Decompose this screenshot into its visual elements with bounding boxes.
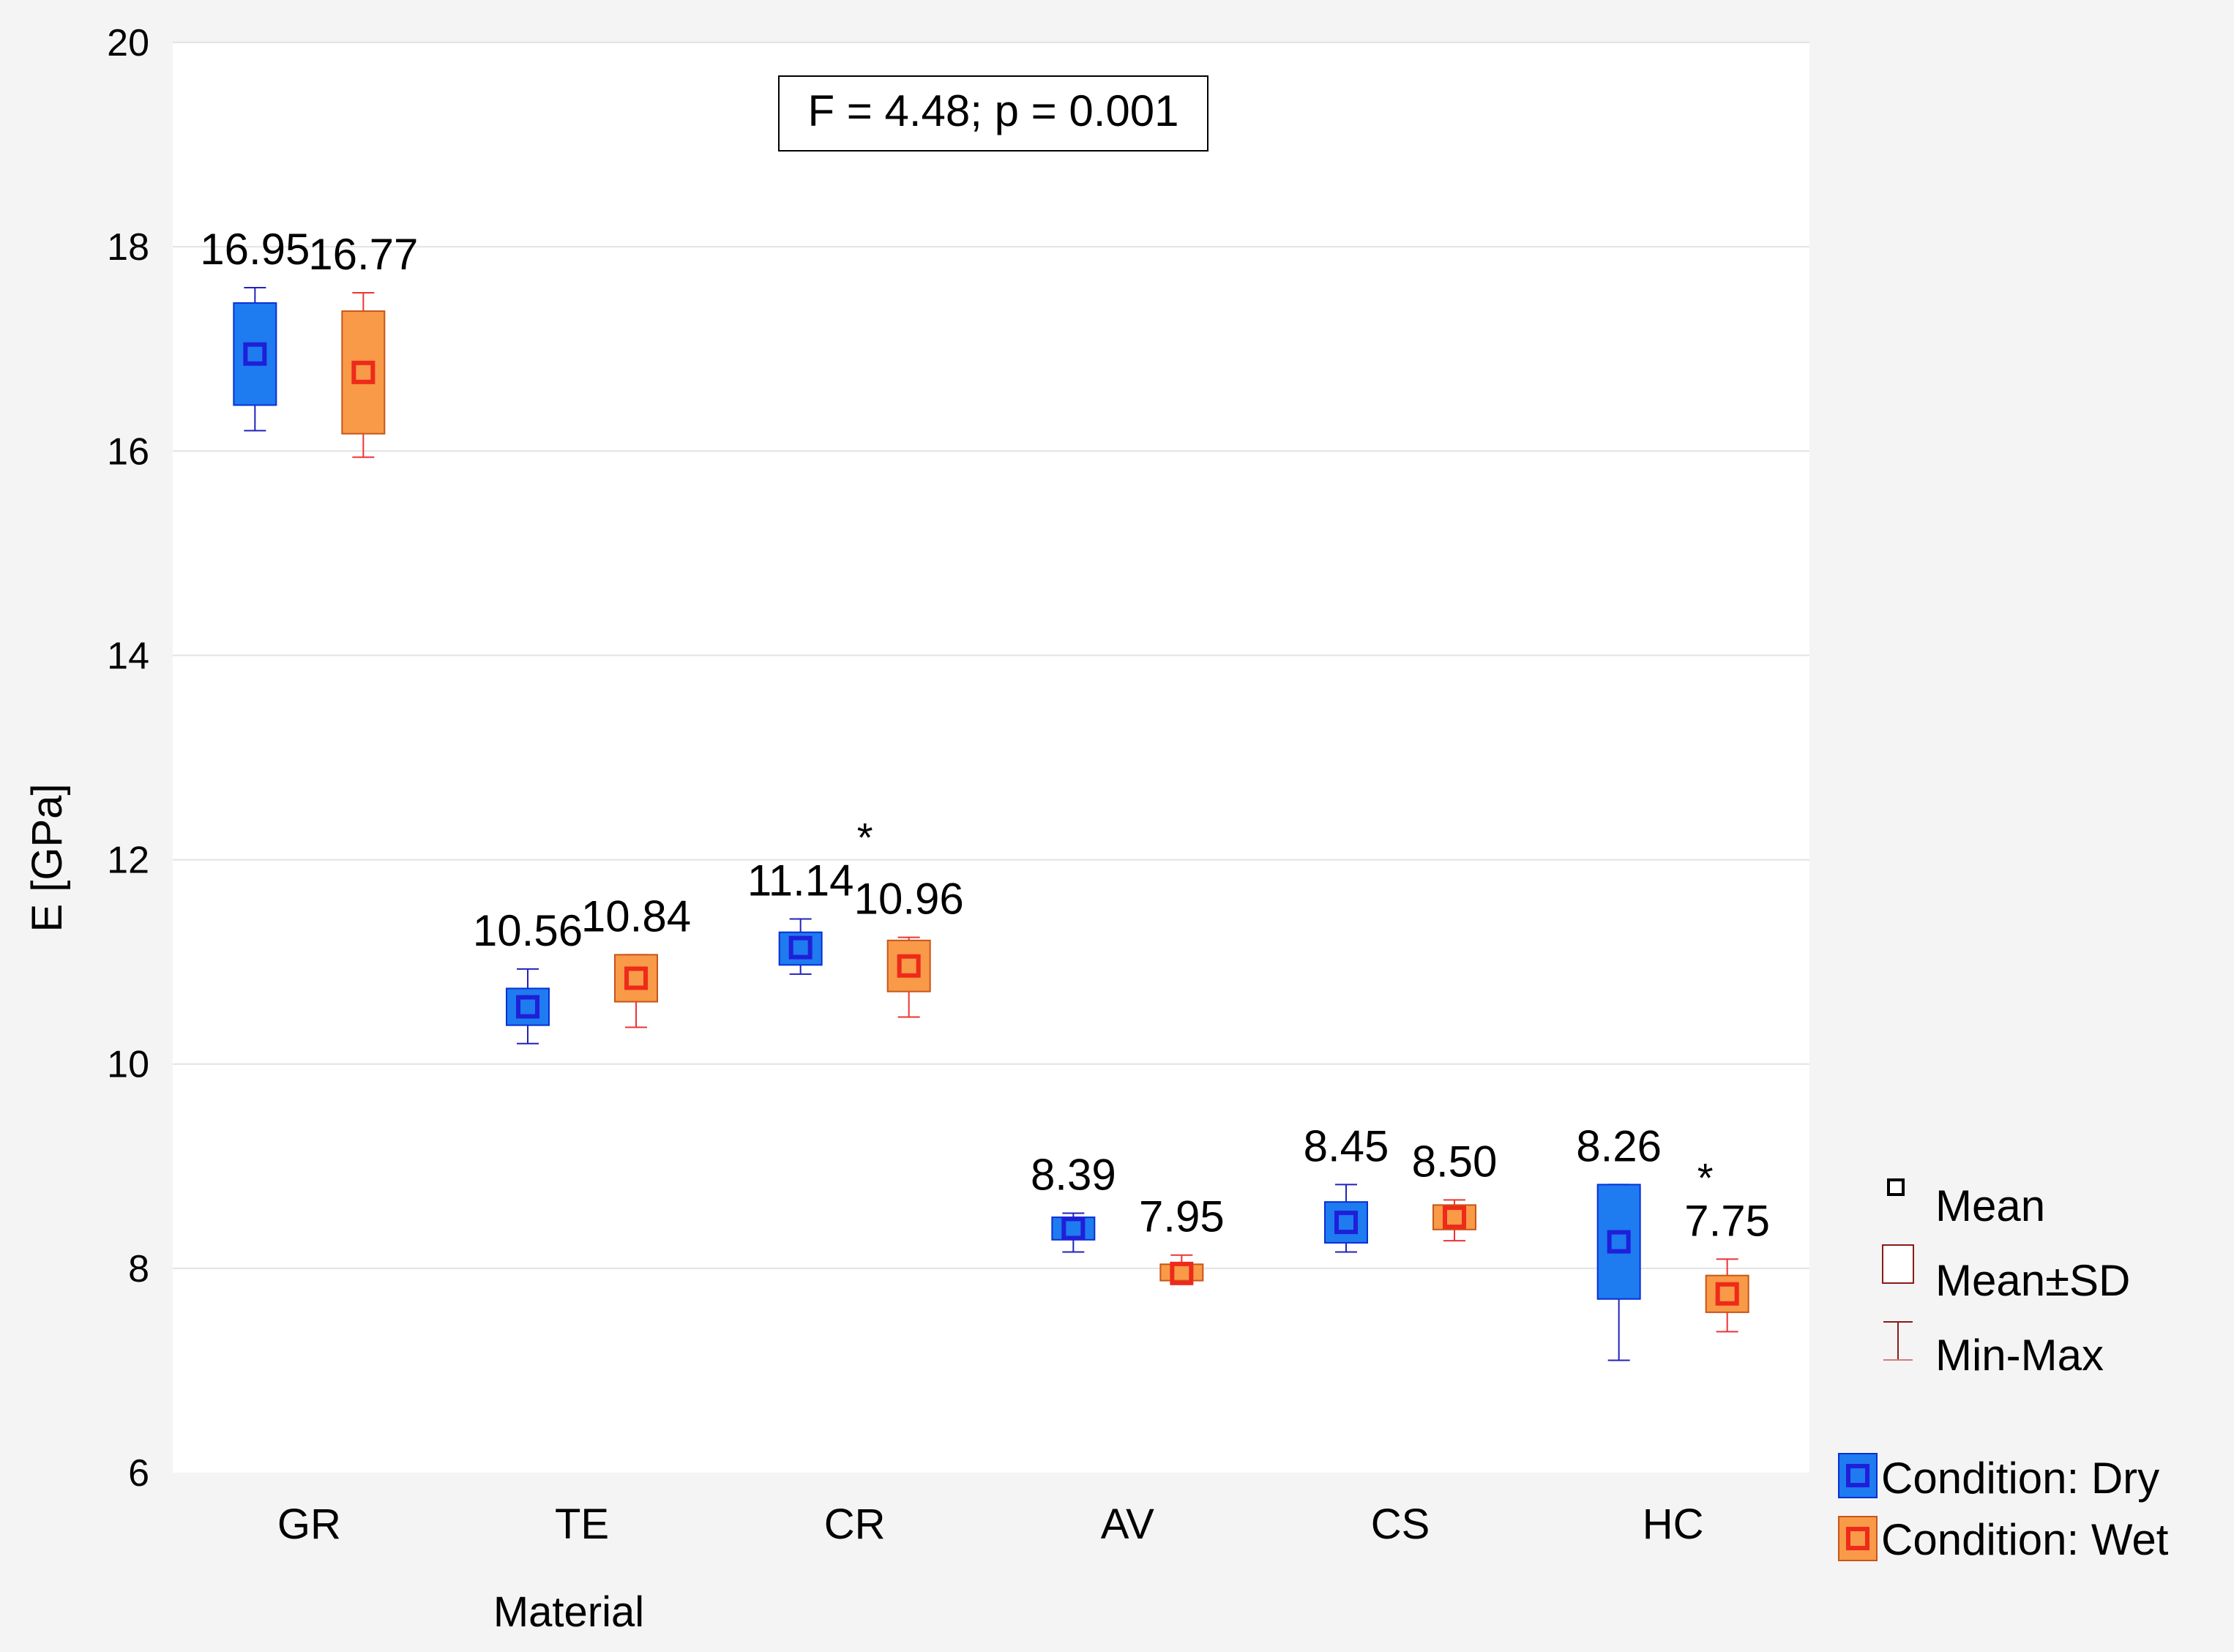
mean-marker bbox=[1715, 1282, 1739, 1306]
significance-marker: * bbox=[1697, 1154, 1714, 1200]
y-tick-label: 8 bbox=[128, 1248, 149, 1290]
box-group: 10.96 bbox=[854, 875, 964, 1018]
gridlines bbox=[173, 42, 1809, 1269]
legend-statistics: Mean Mean±SD Min-Max bbox=[1882, 1178, 2130, 1380]
sd-box bbox=[1596, 1184, 1641, 1300]
sd-legend-icon bbox=[1882, 1244, 1914, 1284]
mean-value-label: 10.56 bbox=[473, 906, 583, 955]
box-group: 8.26 bbox=[1576, 1121, 1662, 1361]
anova-statistic: F = 4.48; p = 0.001 bbox=[807, 86, 1178, 135]
mean-value-label: 10.96 bbox=[854, 875, 964, 924]
sd-box bbox=[341, 310, 386, 435]
legend-sd-label: Mean±SD bbox=[1935, 1256, 2130, 1305]
x-tick-label: GR bbox=[277, 1500, 341, 1548]
y-tick-label: 10 bbox=[107, 1044, 149, 1086]
y-tick-label: 20 bbox=[107, 22, 149, 64]
minmax-legend-icon bbox=[1883, 1321, 1913, 1361]
mean-marker bbox=[897, 954, 921, 978]
y-tick-label: 14 bbox=[107, 635, 149, 677]
box-group: 7.75* bbox=[1684, 1154, 1770, 1333]
legend-conditions: Condition: Dry Condition: Wet bbox=[1838, 1453, 2169, 1564]
mean-value-label: 8.26 bbox=[1576, 1121, 1662, 1170]
annotation-box: F = 4.48; p = 0.001 bbox=[778, 75, 1208, 152]
plot-area bbox=[173, 42, 1809, 1473]
x-tick-label: HC bbox=[1643, 1500, 1704, 1548]
mean-value-label: 16.95 bbox=[200, 225, 310, 274]
y-tick-label: 16 bbox=[107, 430, 149, 473]
box-group: 16.95 bbox=[200, 225, 310, 432]
box-group: 8.39 bbox=[1031, 1150, 1116, 1253]
legend-mean-label: Mean bbox=[1935, 1181, 2045, 1230]
significance-marker: * bbox=[857, 815, 873, 861]
mean-value-label: 8.39 bbox=[1031, 1150, 1116, 1199]
mean-marker bbox=[1334, 1211, 1358, 1235]
x-axis-title: Material bbox=[493, 1588, 644, 1636]
mean-marker bbox=[516, 995, 539, 1019]
legend-dry-label: Condition: Dry bbox=[1881, 1454, 2159, 1503]
mean-value-label: 10.84 bbox=[581, 892, 691, 941]
mean-value-label: 16.77 bbox=[308, 230, 418, 279]
mean-value-label: 7.95 bbox=[1139, 1192, 1225, 1241]
mean-value-label: 8.50 bbox=[1412, 1137, 1498, 1186]
mean-value-label: 8.45 bbox=[1304, 1121, 1389, 1170]
annotation-frame bbox=[778, 75, 1208, 152]
mean-marker bbox=[351, 360, 376, 384]
series-dry: 16.95 10.56 11.14* 8.39 8.45 8.26 bbox=[200, 225, 1662, 1361]
x-tick-label: AV bbox=[1101, 1500, 1154, 1548]
box-group: 7.95 bbox=[1139, 1192, 1225, 1285]
mean-marker bbox=[624, 966, 648, 990]
x-axis: GR TE CR AV CS HC bbox=[277, 1500, 1704, 1548]
y-tick-label: 12 bbox=[107, 840, 149, 882]
box-group: 10.56 bbox=[473, 906, 583, 1044]
sd-box bbox=[506, 987, 550, 1026]
mean-legend-icon bbox=[1887, 1178, 1905, 1196]
mean-marker bbox=[1607, 1230, 1631, 1254]
y-tick-label: 18 bbox=[107, 226, 149, 269]
sd-box bbox=[1324, 1201, 1368, 1244]
y-axis: 6 8 10 12 14 16 18 20 bbox=[107, 22, 149, 1495]
mean-marker bbox=[243, 342, 267, 366]
mean-marker bbox=[1170, 1261, 1194, 1285]
box-group: 10.84 bbox=[581, 892, 691, 1028]
sd-box bbox=[1705, 1274, 1749, 1313]
dry-legend-mean-icon bbox=[1846, 1464, 1869, 1487]
x-tick-label: TE bbox=[555, 1500, 609, 1548]
sd-box bbox=[1159, 1263, 1204, 1282]
mean-marker bbox=[788, 935, 812, 960]
x-tick-label: CS bbox=[1371, 1500, 1430, 1548]
mean-value-label: 7.75 bbox=[1684, 1196, 1770, 1245]
sd-box bbox=[886, 939, 931, 993]
mean-value-label: 11.14 bbox=[747, 856, 854, 905]
box-group: 16.77 bbox=[308, 230, 418, 458]
box-group: 11.14* bbox=[747, 815, 873, 975]
sd-box bbox=[233, 302, 277, 406]
box-group: 8.50 bbox=[1412, 1137, 1498, 1242]
mean-marker bbox=[1443, 1206, 1466, 1230]
dry-legend-swatch bbox=[1838, 1453, 1878, 1498]
sd-box bbox=[778, 931, 823, 966]
y-tick-label: 6 bbox=[128, 1452, 149, 1495]
legend-minmax-label: Min-Max bbox=[1935, 1331, 2104, 1380]
mean-marker bbox=[1061, 1216, 1086, 1241]
wet-legend-mean-icon bbox=[1846, 1527, 1869, 1550]
wet-legend-swatch bbox=[1838, 1516, 1878, 1561]
x-tick-label: CR bbox=[824, 1500, 886, 1548]
y-axis-title: E [GPa] bbox=[23, 783, 71, 932]
sd-box bbox=[614, 954, 658, 1003]
box-group: 8.45 bbox=[1304, 1121, 1389, 1253]
legend-wet-label: Condition: Wet bbox=[1881, 1515, 2169, 1564]
